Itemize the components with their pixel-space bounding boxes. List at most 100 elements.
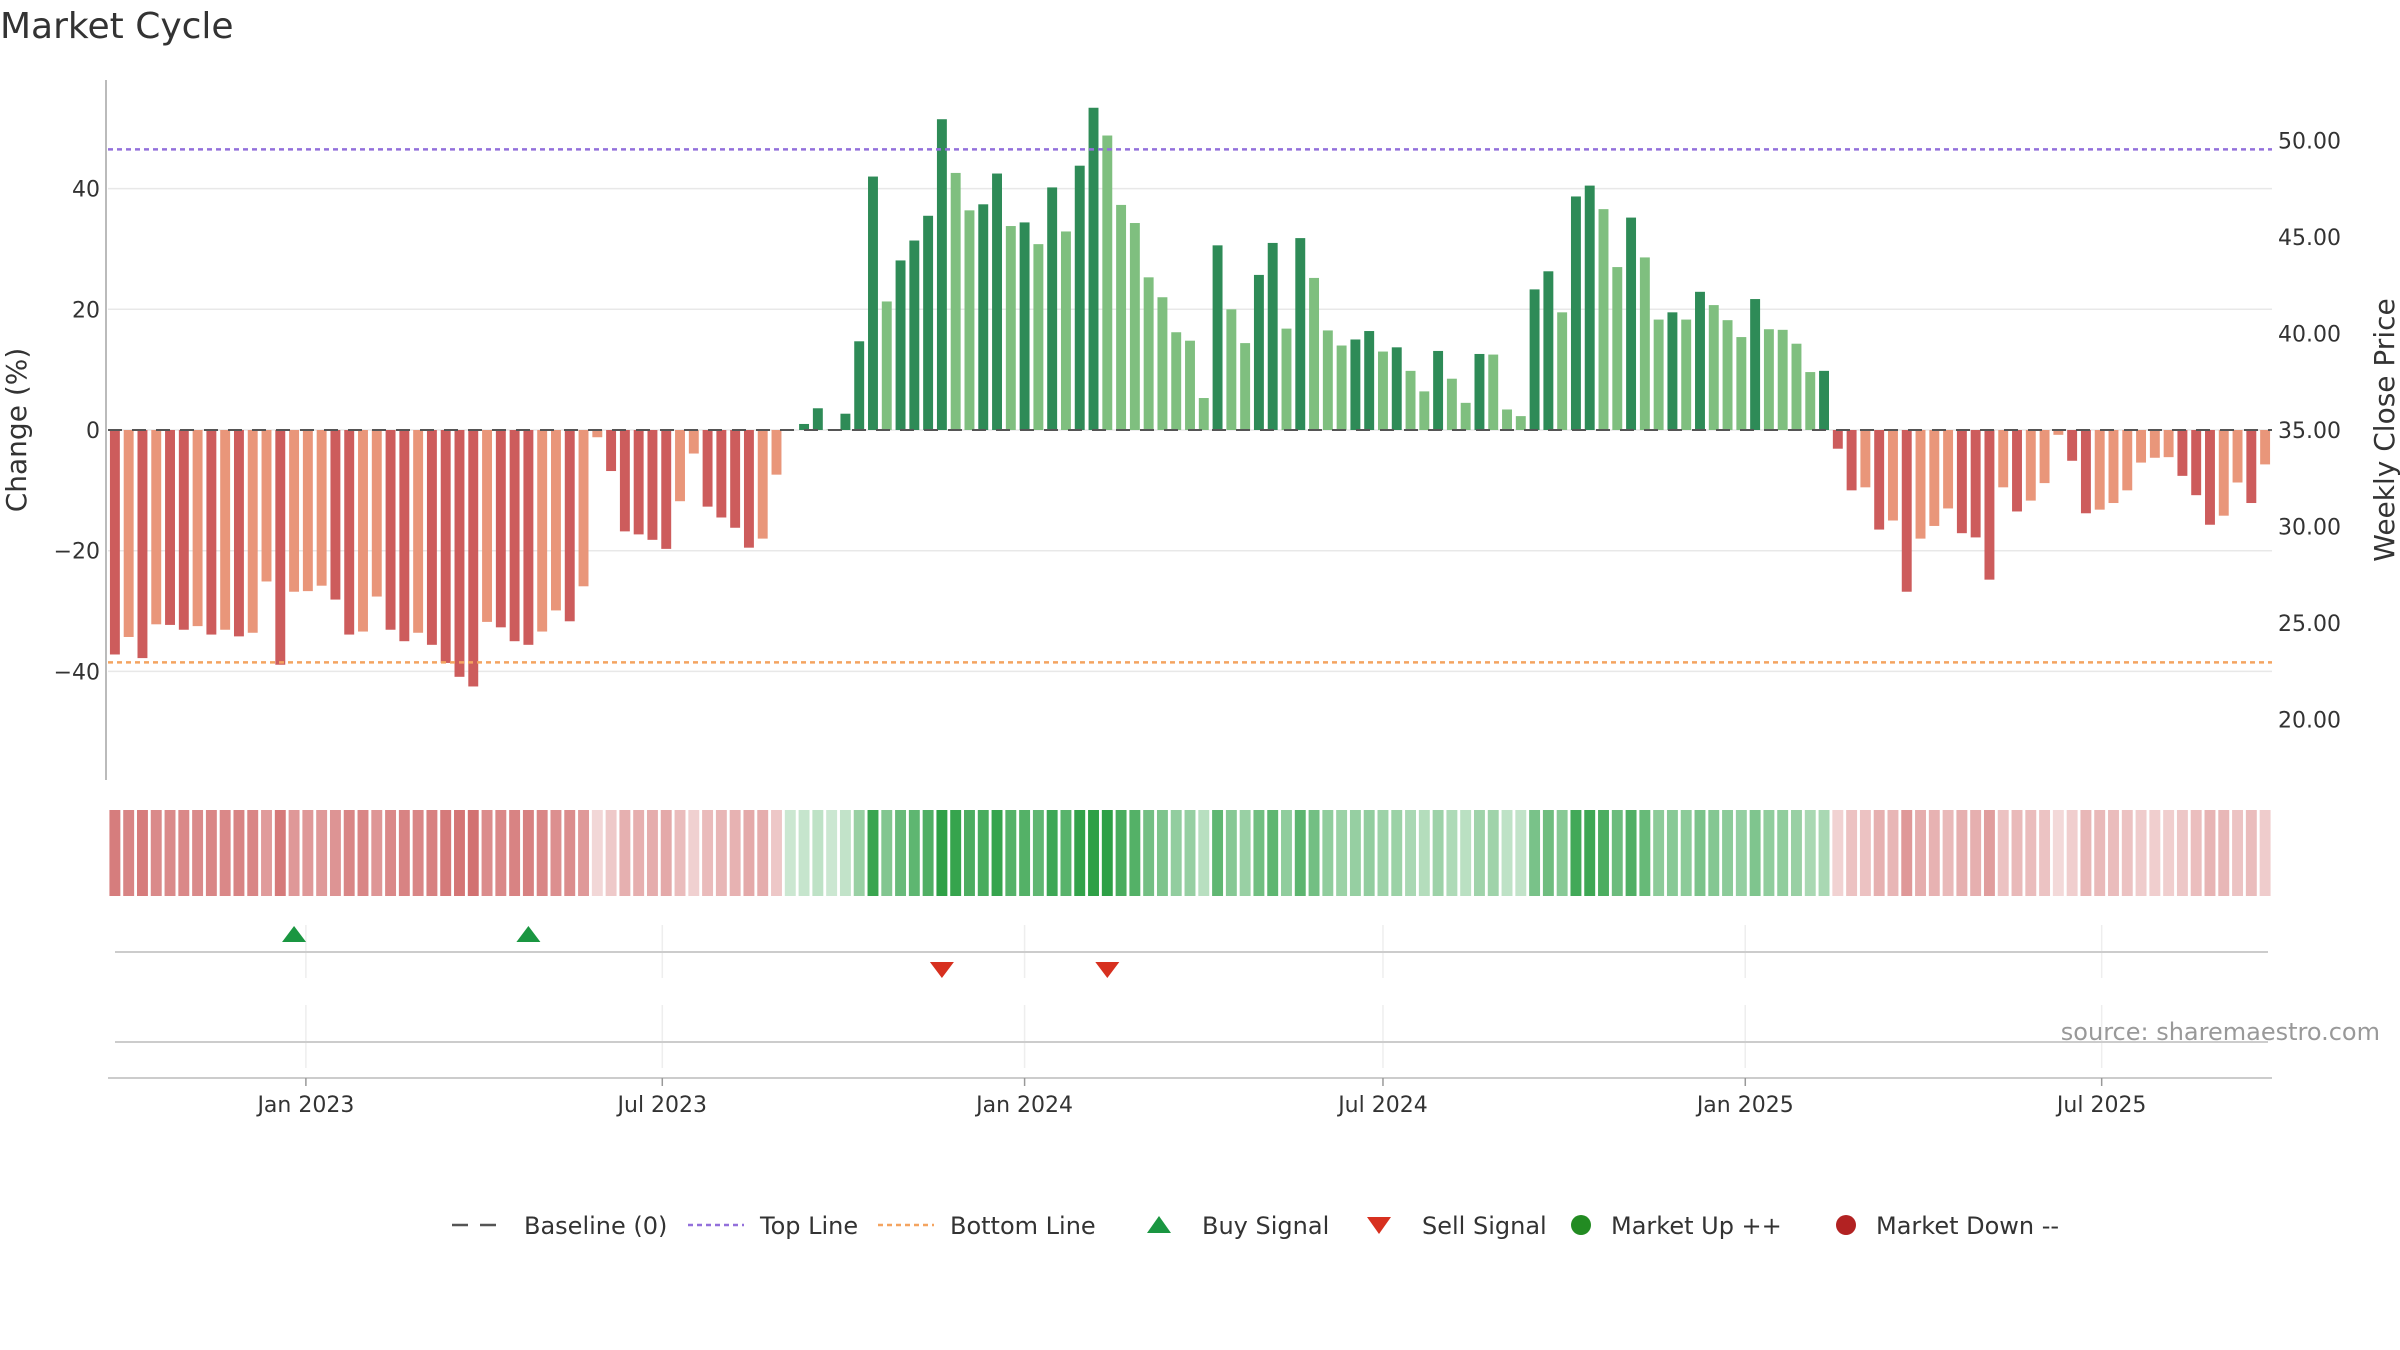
change-bar [495,430,506,628]
heat-cell [895,810,907,896]
change-bar [1143,277,1154,430]
change-bar [1281,328,1292,430]
change-bar [2080,430,2091,514]
legend-label: Market Up ++ [1611,1212,1782,1240]
change-bar [1474,353,1485,430]
change-bar [537,430,548,632]
heat-cell [1859,810,1871,896]
change-bar [564,430,575,622]
heat-cell [1473,810,1485,896]
heat-cell [385,810,397,896]
y-tick-label: 20 [72,298,100,323]
change-bar [1157,297,1168,430]
date-axis: Jan 2023 Jul 2023 Jan 2024 Jul 2024 Jan 2025… [108,1077,2272,1118]
heat-cell [1832,810,1844,896]
legend-label: Market Down -- [1876,1212,2059,1240]
change-bar [1584,185,1595,430]
change-bars [109,107,2271,687]
change-bar [1984,430,1995,580]
change-bar [950,172,961,430]
cycle-heat-strip [109,810,2271,896]
change-bar [1198,398,1209,430]
change-bar [2108,430,2119,504]
heat-cell [1749,810,1761,896]
change-bar [247,430,258,633]
change-bar [1570,196,1581,430]
change-bar [2177,430,2188,476]
change-bar [2039,430,2050,484]
heat-cell [715,810,727,896]
x-tick-label: Jul 2023 [616,1093,708,1118]
heat-cell [2176,810,2188,896]
change-bar [1212,245,1223,430]
change-bar [2012,430,2022,512]
heat-cell [1570,810,1582,896]
heat-cell [964,810,975,896]
change-bar [2218,430,2229,516]
change-bar [1915,430,1926,539]
legend-label: Baseline (0) [524,1212,667,1240]
change-bar [1378,351,1388,430]
legend-label: Top Line [759,1212,858,1240]
change-bar [482,430,493,622]
x-tick-label: Jul 2024 [1336,1093,1428,1118]
change-bar [1653,319,1664,430]
y2-tick-label: 20.00 [2278,709,2341,734]
heat-cell [1391,810,1403,896]
change-bar [716,430,727,518]
change-bar [1846,430,1857,491]
change-bar [1116,204,1127,430]
heat-cell [826,810,838,896]
change-bar [1970,430,1981,538]
change-bar [178,430,189,630]
heat-cell [1129,810,1141,896]
heat-cell [536,810,548,896]
heat-cell [743,810,755,896]
heat-cell [2094,810,2106,896]
change-bar [206,430,217,635]
heat-cell [1983,810,1995,896]
heat-cell [2245,810,2257,896]
heat-cell [357,810,369,896]
heat-cell [150,810,162,896]
heat-cell [1598,810,1609,896]
heat-cell [2025,810,2037,896]
heat-cell [1267,810,1279,896]
change-bar [2232,430,2243,483]
change-bar [661,430,672,549]
heat-cell [398,810,410,896]
change-bar [109,430,120,655]
y2-tick-label: 50.00 [2278,129,2341,154]
change-bar [1129,223,1140,430]
heat-cell [936,810,948,896]
heat-cell [1722,810,1734,896]
change-bar [992,173,1002,430]
heat-cell [109,810,121,896]
heat-cell [1156,810,1168,896]
heat-cell [1487,810,1499,896]
heat-cell [1115,810,1127,896]
heat-cell [2052,810,2064,896]
change-bar [454,430,465,677]
change-bar [1391,347,1402,430]
change-bar [1419,391,1430,430]
heat-cell [1997,810,2009,896]
y-tick-label: −40 [54,660,100,685]
change-bar [2246,430,2257,504]
heat-cell [977,810,989,896]
y2-tick-label: 40.00 [2278,322,2341,347]
heat-cell [2163,810,2175,896]
change-bar [2067,430,2078,461]
change-bar [1722,320,1733,430]
change-bar [1047,187,1058,430]
change-bar [743,430,754,548]
change-bar [1240,343,1251,430]
heat-cell [522,810,534,896]
legend-label: Bottom Line [950,1212,1096,1240]
heat-cell [164,810,176,896]
change-bar [1860,430,1871,488]
heat-cell [509,810,521,896]
change-bar [2025,430,2036,501]
heat-cell [2039,810,2051,896]
change-bar [688,430,699,454]
